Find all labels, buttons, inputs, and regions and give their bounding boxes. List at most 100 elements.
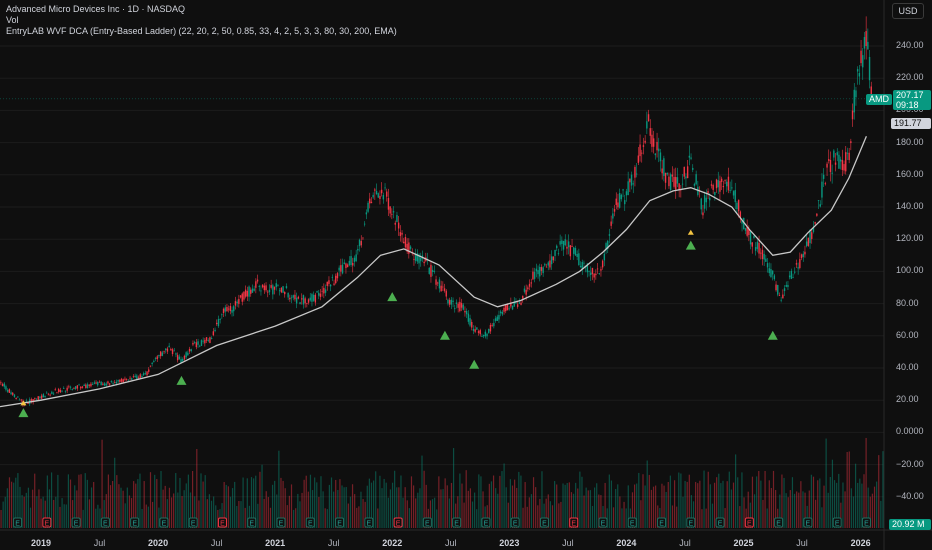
earnings-marker-label: E (366, 521, 371, 528)
earnings-marker-label: E (571, 521, 576, 528)
candle-body (1, 384, 4, 386)
candle-body (795, 263, 798, 265)
candle-body (256, 279, 259, 282)
volume-value-badge: 20.92 M (889, 519, 931, 530)
volume-bar (452, 448, 455, 528)
volume-bar (404, 487, 406, 528)
volume-bar (227, 486, 229, 528)
volume-bar (642, 474, 644, 528)
volume-bar (768, 480, 770, 528)
candle-body (61, 390, 63, 392)
volume-bar (400, 475, 402, 528)
candle-body (710, 184, 713, 186)
candle-body (851, 110, 854, 120)
volume-bar (480, 476, 482, 528)
volume-bar (558, 503, 560, 528)
candle-body (239, 295, 242, 298)
candle-body (862, 55, 864, 68)
candle-body (510, 302, 512, 307)
volume-bar (682, 496, 684, 528)
volume-bar (711, 503, 714, 528)
candle-body (180, 359, 182, 364)
candle-body (63, 388, 65, 389)
candle-body (437, 282, 439, 284)
volume-bar (191, 470, 194, 528)
candle-body (515, 302, 517, 304)
volume-bar (716, 477, 718, 528)
candle-body (654, 153, 657, 156)
candle-body (578, 253, 580, 266)
candle-body (508, 308, 510, 310)
volume-bar (326, 509, 328, 528)
volume-bar (82, 509, 84, 528)
candle-body (125, 379, 128, 380)
candle-body (236, 301, 238, 304)
candle-body (807, 237, 810, 246)
volume-bar (657, 505, 659, 528)
volume-bar (303, 479, 305, 528)
candle-body (503, 307, 505, 312)
candle-body (663, 158, 665, 176)
earnings-marker (335, 517, 345, 528)
volume-bar (38, 489, 40, 528)
volume-bar (724, 508, 726, 528)
volume-bar (593, 487, 596, 528)
candle-body (304, 298, 306, 304)
earnings-marker (657, 517, 667, 528)
candle-body (545, 266, 548, 268)
volume-bar (206, 499, 208, 528)
candle-body (581, 262, 583, 270)
candle-body (867, 41, 869, 50)
volume-bar (465, 470, 467, 528)
candle-body (401, 232, 403, 235)
candle-body (153, 360, 155, 362)
candle-body (163, 351, 165, 353)
currency-button[interactable]: USD (892, 3, 924, 19)
earnings-marker-label: E (776, 521, 781, 528)
candle-body (474, 329, 476, 332)
volume-bar (88, 499, 91, 528)
candle-body (127, 380, 130, 382)
volume-bar (255, 475, 257, 528)
volume-bar (99, 508, 101, 528)
earnings-marker (71, 517, 81, 528)
candle-body (290, 297, 293, 299)
candle-body (428, 267, 430, 274)
price-tick-label: 240.00 (896, 40, 924, 50)
volume-bar (484, 506, 486, 528)
candle-body (494, 318, 497, 321)
candle-body (93, 382, 96, 384)
candle-body (284, 291, 286, 295)
candle-body (661, 168, 663, 174)
candle-body (119, 379, 121, 382)
candle-body (557, 253, 560, 255)
candle-body (819, 204, 821, 207)
candle-body (338, 267, 340, 271)
volume-bar (474, 492, 476, 528)
volume-bar (36, 496, 38, 528)
candle-body (539, 266, 541, 277)
candle-body (182, 358, 184, 361)
candle-body (231, 309, 233, 313)
candle-body (263, 285, 266, 291)
earnings-marker (803, 517, 813, 528)
volume-bar (307, 491, 309, 528)
volume-bar (244, 507, 246, 528)
candle-body (348, 260, 351, 266)
time-tick-label: 2021 (265, 538, 286, 548)
candle-body (656, 141, 658, 151)
candle-body (707, 191, 709, 193)
candle-body (856, 69, 859, 72)
candle-body (812, 227, 815, 232)
volume-bar (640, 500, 642, 528)
candle-body (630, 174, 633, 186)
volume-bar (490, 481, 493, 528)
chart-legend: Advanced Micro Devices Inc · 1D · NASDAQ… (6, 4, 397, 37)
volume-bar (185, 483, 187, 528)
volume-bar (522, 507, 524, 528)
candle-body (260, 290, 262, 292)
candle-body (737, 199, 740, 212)
candle-body (797, 267, 799, 269)
candle-body (90, 383, 92, 387)
